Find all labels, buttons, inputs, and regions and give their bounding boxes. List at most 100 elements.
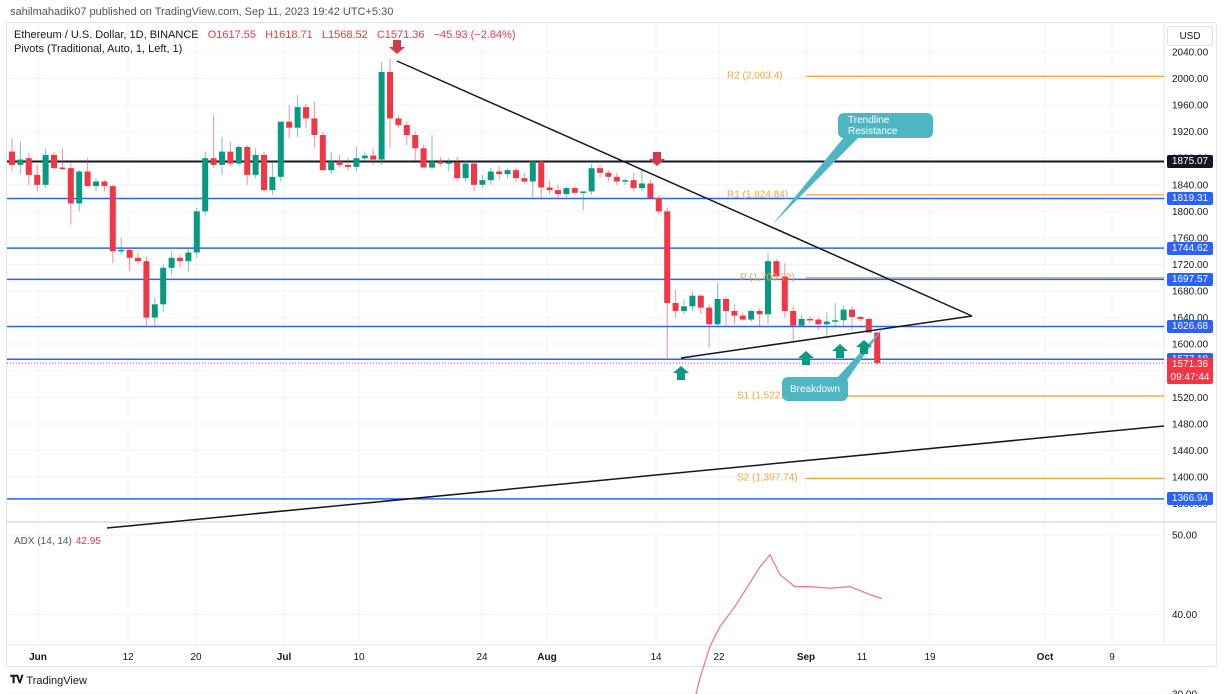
candle-body — [303, 107, 309, 119]
pivot-label: S2 (1,397.74) — [737, 472, 798, 484]
candle-body — [412, 135, 419, 149]
tradingview-logo-icon: 𝐓𝐕 — [10, 674, 23, 686]
candle-body — [403, 125, 410, 135]
adx-tick: 40.00 — [1172, 610, 1197, 621]
candle-body — [51, 154, 57, 169]
footer: 𝐓𝐕 TradingView — [10, 674, 87, 687]
price-tick: 1760.00 — [1172, 233, 1209, 244]
candle-body — [210, 158, 217, 165]
candle-body — [756, 310, 763, 315]
pivots-indicator-title[interactable]: Pivots (Traditional, Auto, 1, Left, 1) — [14, 43, 183, 55]
candle-body — [336, 161, 343, 165]
candle-body — [580, 191, 587, 193]
price-tick: 1400.00 — [1172, 472, 1209, 483]
candle-body — [59, 167, 66, 170]
price-tick: 1520.00 — [1172, 393, 1209, 404]
candle-body — [748, 310, 755, 320]
candle-body — [261, 154, 267, 191]
pivot-label: P (1,700.??) — [740, 272, 795, 284]
date-tick: 12 — [122, 652, 134, 663]
adx-line — [695, 553, 883, 694]
candle-body — [639, 183, 645, 189]
adx-value: 42.95 — [75, 536, 101, 547]
tradingview-brand[interactable]: TradingView — [26, 674, 87, 687]
date-tick: 20 — [190, 652, 202, 663]
candle-body — [773, 261, 780, 277]
candle-body — [647, 183, 654, 199]
currency-button[interactable]: USD — [1167, 26, 1213, 46]
up-arrow-icon — [856, 340, 872, 354]
pivot-label: S1 (1,522.??) — [737, 390, 798, 402]
price-level-tag: 1744.62 — [1167, 241, 1213, 255]
candle-body — [605, 172, 612, 177]
candle-body — [277, 121, 284, 177]
candle-body — [109, 186, 116, 252]
candle-body — [781, 276, 788, 311]
candle-body — [126, 249, 133, 258]
candle-body — [202, 158, 209, 212]
candle-body — [135, 257, 141, 262]
open-value: O1617.55 — [207, 29, 257, 41]
up-arrow-icon — [673, 366, 689, 380]
breakdown-callout: Breakdown — [782, 377, 848, 401]
candle-body — [319, 135, 326, 171]
candle-body — [420, 148, 427, 168]
down-arrow-icon — [389, 40, 405, 54]
candle-body — [25, 158, 32, 175]
adx-tick: 50.00 — [1172, 531, 1197, 542]
date-tick: Jun — [29, 652, 47, 663]
candle-body — [244, 146, 251, 175]
chart-frame — [6, 22, 1217, 667]
candle-body — [454, 162, 461, 179]
candle-body — [160, 267, 167, 305]
candle-body — [815, 319, 822, 325]
candle-body — [76, 171, 83, 204]
candle-body — [101, 181, 108, 187]
candle-body — [689, 295, 696, 307]
candle-body — [17, 159, 24, 165]
candle-body — [328, 161, 335, 171]
long-term-trendline — [106, 425, 1165, 529]
candle-body — [294, 107, 301, 128]
candle-body — [597, 168, 603, 173]
descending-trendline — [396, 60, 973, 317]
candle-body — [9, 151, 15, 165]
symbol-title[interactable]: Ethereum / U.S. Dollar, 1D, BINANCE — [14, 29, 199, 41]
candle-body — [546, 187, 553, 191]
candle-body — [865, 318, 872, 333]
date-tick: 10 — [353, 652, 365, 663]
date-tick: Oct — [1036, 652, 1054, 663]
candle-body — [168, 257, 175, 268]
publisher-line: sahilmahadik07 published on TradingView.… — [10, 6, 394, 18]
candle-body — [429, 161, 435, 168]
price-tick: 1920.00 — [1172, 127, 1209, 138]
candle-body — [479, 180, 486, 185]
price-tick: 2000.00 — [1172, 74, 1209, 85]
candle-body — [798, 318, 805, 326]
price-tick: 1840.00 — [1172, 180, 1209, 191]
price-tick: 2040.00 — [1172, 48, 1209, 59]
price-tick: 1440.00 — [1172, 446, 1209, 457]
candle-body — [84, 171, 91, 187]
candle-body — [177, 257, 183, 262]
adx-legend[interactable]: ADX (14, 14) 42.95 — [14, 536, 101, 547]
date-tick: 14 — [650, 652, 662, 663]
candle-body — [143, 261, 150, 318]
date-tick: 24 — [476, 652, 488, 663]
candle-body — [437, 161, 444, 164]
up-arrow-icon — [832, 344, 848, 358]
date-tick: 9 — [1109, 652, 1115, 663]
candle-body — [832, 320, 839, 322]
price-tick: 1800.00 — [1172, 207, 1209, 218]
chart-legend: Ethereum / U.S. Dollar, 1D, BINANCE O161… — [14, 28, 522, 56]
trendline-resistance-callout: Trendline Resistance — [838, 113, 933, 138]
candle-body — [235, 146, 242, 164]
candle-body — [252, 154, 259, 175]
candle-body — [487, 171, 494, 181]
change-value: −45.93 (−2.84%) — [433, 29, 516, 41]
candle-body — [521, 178, 528, 182]
candle-body — [361, 155, 368, 159]
candle-body — [706, 307, 713, 325]
price-tick: 1480.00 — [1172, 419, 1209, 430]
